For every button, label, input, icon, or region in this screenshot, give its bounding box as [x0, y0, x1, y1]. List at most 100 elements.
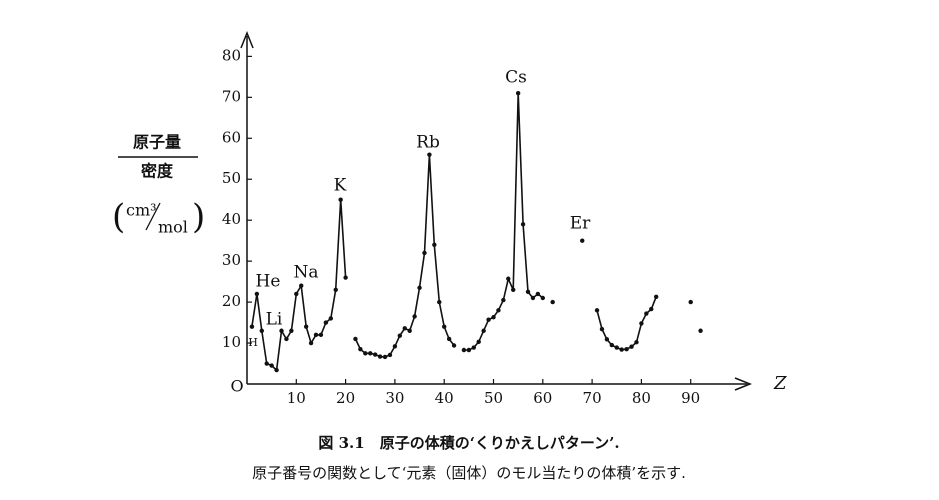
- element-label: K: [334, 176, 347, 196]
- data-point: [471, 345, 476, 350]
- data-point: [392, 344, 398, 349]
- data-point: [451, 343, 457, 348]
- data-point: [318, 332, 324, 338]
- data-point: [466, 347, 472, 353]
- x-tick-label: 30: [385, 389, 404, 407]
- data-point: [343, 275, 348, 280]
- y-tick-label: 60: [222, 128, 241, 146]
- element-label: H: [248, 336, 258, 349]
- data-point: [550, 299, 555, 305]
- data-point: [501, 297, 506, 303]
- data-point: [338, 197, 343, 202]
- data-point: [284, 336, 289, 342]
- data-point: [254, 291, 260, 297]
- origin-label: O: [230, 377, 243, 396]
- element-label: Rb: [416, 133, 440, 153]
- y-unit-denominator: mol: [158, 218, 188, 237]
- data-point: [437, 299, 442, 305]
- element-label: Cs: [505, 68, 527, 88]
- data-point: [599, 326, 605, 332]
- data-point: [540, 295, 545, 301]
- y-tick-label: 20: [222, 292, 241, 310]
- data-point: [506, 276, 511, 281]
- x-axis-arrow: [734, 377, 753, 391]
- data-point: [274, 367, 279, 373]
- y-tick-label: 80: [222, 46, 241, 64]
- data-point: [333, 287, 338, 293]
- paren: (: [112, 197, 125, 237]
- element-label: Na: [293, 263, 318, 283]
- element-label: He: [256, 272, 281, 292]
- x-tick-label: 90: [681, 389, 700, 407]
- data-point: [353, 336, 358, 342]
- data-point: [619, 347, 624, 352]
- x-tick-label: 40: [435, 389, 454, 407]
- data-point: [446, 336, 452, 342]
- data-point: [520, 222, 526, 227]
- data-point: [649, 306, 654, 312]
- y-tick-label: 40: [222, 210, 241, 228]
- data-point: [511, 287, 516, 293]
- data-point: [264, 361, 269, 366]
- caption: 図 3.1 原子の体積の‘くりかえしパターン’.: [318, 434, 619, 452]
- data-point: [313, 332, 319, 338]
- y-tick-label: 70: [222, 87, 241, 105]
- data-point: [461, 347, 467, 353]
- y-axis-arrow: [240, 30, 254, 49]
- data-point: [303, 324, 309, 329]
- data-point: [525, 289, 531, 295]
- data-point: [377, 354, 383, 359]
- data-point: [496, 308, 501, 313]
- data-point: [653, 294, 659, 299]
- unit-slash: [145, 202, 161, 231]
- data-point: [269, 363, 274, 368]
- x-tick-label: 70: [583, 389, 602, 407]
- data-point: [299, 283, 304, 288]
- x-tick-label: 60: [533, 389, 552, 407]
- data-point: [491, 315, 496, 320]
- data-point: [432, 242, 437, 247]
- data-point: [580, 238, 585, 243]
- y-label-numerator: 原子量: [133, 133, 181, 152]
- paren: ): [192, 197, 205, 237]
- x-tick-label: 20: [336, 389, 355, 407]
- data-point: [368, 351, 373, 356]
- data-point: [698, 328, 703, 333]
- data-point: [688, 299, 693, 305]
- data-point: [639, 321, 644, 326]
- data-point: [279, 328, 284, 333]
- data-point: [363, 351, 368, 356]
- data-point: [402, 326, 407, 331]
- data-point: [417, 285, 422, 290]
- data-point: [624, 346, 629, 352]
- caption: 原子番号の関数として‘元素（固体）のモル当たりの体積’を示す.: [252, 464, 686, 482]
- data-point: [634, 340, 639, 345]
- y-tick-label: 50: [222, 169, 241, 187]
- x-tick-label: 50: [484, 389, 503, 407]
- data-point: [644, 311, 649, 316]
- y-tick-label: 30: [222, 251, 241, 269]
- data-point: [249, 324, 255, 329]
- data-point: [407, 328, 412, 333]
- data-point: [308, 340, 314, 346]
- data-point: [481, 328, 486, 333]
- data-point: [412, 314, 417, 319]
- data-point: [294, 291, 299, 297]
- data-point: [609, 342, 615, 348]
- data-point: [515, 91, 521, 96]
- data-point: [323, 320, 329, 325]
- data-point: [422, 250, 427, 256]
- y-label-denominator: 密度: [140, 162, 174, 181]
- element-label: Er: [570, 214, 591, 234]
- data-point: [530, 295, 536, 301]
- y-unit-numerator: cm³: [126, 201, 157, 220]
- data-point: [382, 354, 388, 360]
- x-label: Z: [773, 373, 787, 394]
- data-point: [259, 328, 264, 333]
- element-label: Li: [266, 310, 283, 330]
- data-point: [328, 316, 334, 321]
- data-point: [442, 324, 447, 329]
- data-point: [614, 345, 619, 350]
- x-tick-label: 80: [632, 389, 651, 407]
